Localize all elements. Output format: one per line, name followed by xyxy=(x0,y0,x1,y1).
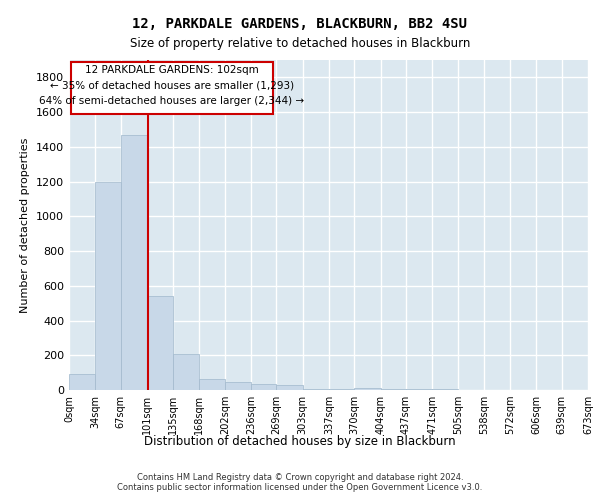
Bar xyxy=(121,134,147,390)
Text: 12, PARKDALE GARDENS, BLACKBURN, BB2 4SU: 12, PARKDALE GARDENS, BLACKBURN, BB2 4SU xyxy=(133,18,467,32)
Bar xyxy=(355,388,380,390)
Text: 12 PARKDALE GARDENS: 102sqm: 12 PARKDALE GARDENS: 102sqm xyxy=(85,65,259,75)
Bar xyxy=(173,354,199,390)
Bar xyxy=(251,384,277,390)
Text: Distribution of detached houses by size in Blackburn: Distribution of detached houses by size … xyxy=(144,435,456,448)
Bar xyxy=(69,374,95,390)
Bar xyxy=(380,389,406,390)
Y-axis label: Number of detached properties: Number of detached properties xyxy=(20,138,31,312)
Bar xyxy=(406,389,432,390)
Text: 64% of semi-detached houses are larger (2,344) →: 64% of semi-detached houses are larger (… xyxy=(40,96,305,106)
Text: ← 35% of detached houses are smaller (1,293): ← 35% of detached houses are smaller (1,… xyxy=(50,80,294,90)
Bar xyxy=(95,182,121,390)
Bar xyxy=(199,378,225,390)
Bar xyxy=(147,296,173,390)
Bar xyxy=(302,389,329,390)
Bar xyxy=(225,382,251,390)
Bar xyxy=(277,385,302,390)
FancyBboxPatch shape xyxy=(71,62,274,114)
Text: Contains HM Land Registry data © Crown copyright and database right 2024.
Contai: Contains HM Land Registry data © Crown c… xyxy=(118,473,482,492)
Text: Size of property relative to detached houses in Blackburn: Size of property relative to detached ho… xyxy=(130,38,470,51)
Bar xyxy=(329,389,355,390)
